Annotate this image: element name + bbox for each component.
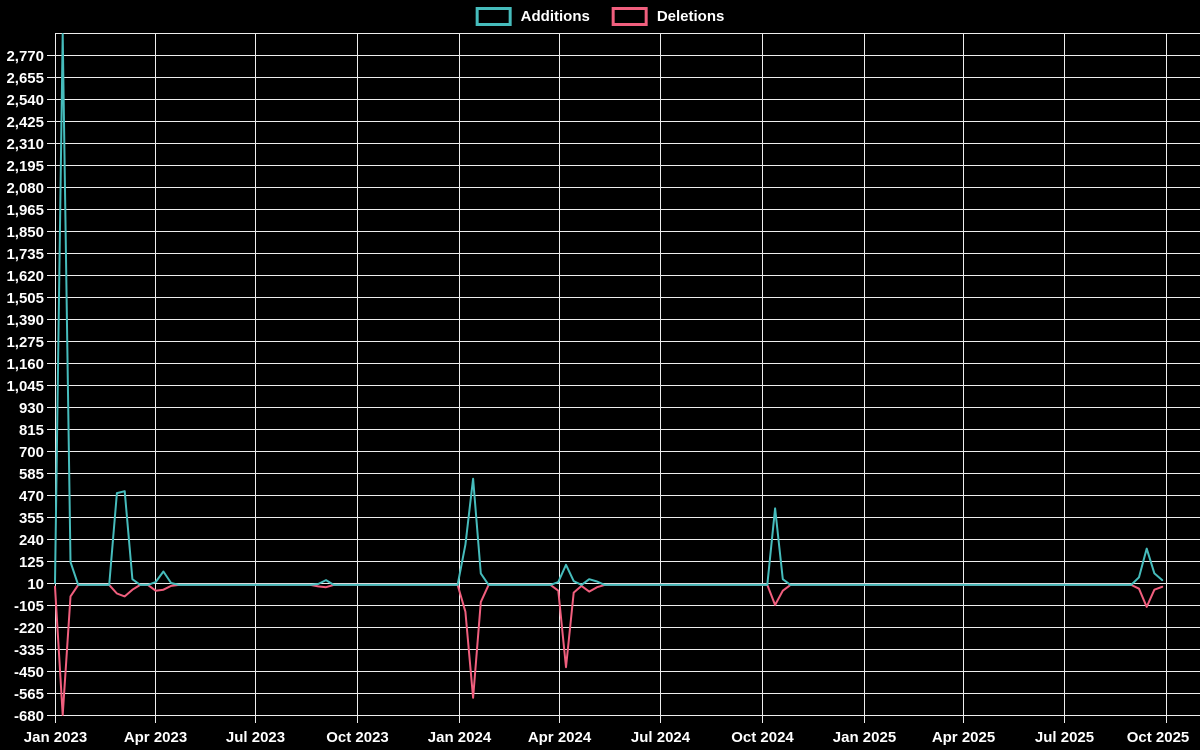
y-tick-label: 1,620 — [6, 268, 44, 285]
y-axis-tick-labels: 2,770 2,655 2,540 2,425 2,310 2,195 2,080 1,965… — [6, 48, 44, 725]
y-tick-label: 930 — [19, 400, 44, 417]
y-tick-label: 1,850 — [6, 224, 44, 241]
y-tick-label: 700 — [19, 444, 44, 461]
x-tick-label: Jul 2023 — [226, 729, 285, 746]
x-tick-label: Apr 2025 — [932, 729, 995, 746]
y-tick-label: 240 — [19, 532, 44, 549]
y-tick-label: 1,045 — [6, 378, 44, 395]
y-tick-label: 355 — [19, 510, 44, 527]
y-gridlines — [47, 33, 1200, 716]
y-tick-label: -450 — [14, 664, 44, 681]
y-tick-label: 1,275 — [6, 334, 44, 351]
x-tick-label: Jan 2024 — [428, 729, 492, 746]
legend-item-deletions[interactable]: Deletions — [611, 7, 725, 26]
x-tick-label: Apr 2024 — [528, 729, 592, 746]
y-tick-label: 2,310 — [6, 136, 44, 153]
y-tick-label: 2,655 — [6, 70, 44, 87]
y-tick-label: 1,505 — [6, 290, 44, 307]
legend-item-additions[interactable]: Additions — [475, 7, 590, 26]
y-tick-label: 815 — [19, 422, 44, 439]
y-tick-label: 10 — [27, 576, 44, 593]
x-tick-label: Jul 2025 — [1035, 729, 1094, 746]
x-tick-label: Jan 2023 — [24, 729, 87, 746]
y-tick-label: -680 — [14, 708, 44, 725]
additions-swatch-icon — [475, 7, 512, 26]
x-gridlines — [55, 33, 1167, 723]
y-tick-label: 1,390 — [6, 312, 44, 329]
x-axis-tick-labels: Jan 2023 Apr 2023 Jul 2023 Oct 2023 Jan 2024… — [24, 729, 1189, 746]
y-tick-label: -565 — [14, 686, 44, 703]
y-tick-label: 2,080 — [6, 180, 44, 197]
x-tick-label: Jan 2025 — [833, 729, 896, 746]
y-tick-label: 1,160 — [6, 356, 44, 373]
y-tick-label: 125 — [19, 554, 44, 571]
x-tick-label: Apr 2023 — [124, 729, 187, 746]
y-tick-label: 1,965 — [6, 202, 44, 219]
y-tick-label: 2,770 — [6, 48, 44, 65]
x-tick-label: Jul 2024 — [631, 729, 691, 746]
y-tick-label: 2,195 — [6, 158, 44, 175]
y-tick-label: -335 — [14, 642, 44, 659]
deletions-swatch-icon — [611, 7, 648, 26]
y-tick-label: -105 — [14, 598, 44, 615]
chart-legend: Additions Deletions — [475, 7, 725, 26]
x-tick-label: Oct 2024 — [731, 729, 794, 746]
y-tick-label: -220 — [14, 620, 44, 637]
series-line-additions — [54, 33, 1164, 586]
y-tick-label: 470 — [19, 488, 44, 505]
y-tick-label: 1,735 — [6, 246, 44, 263]
series-line-deletions — [54, 583, 1164, 716]
legend-label-deletions: Deletions — [656, 8, 725, 25]
x-tick-label: Oct 2025 — [1127, 729, 1190, 746]
y-tick-label: 2,540 — [6, 92, 44, 109]
x-tick-label: Oct 2023 — [326, 729, 389, 746]
series-lines — [54, 33, 1164, 716]
y-tick-label: 585 — [19, 466, 44, 483]
y-tick-label: 2,425 — [6, 114, 44, 131]
legend-label-additions: Additions — [520, 8, 590, 25]
